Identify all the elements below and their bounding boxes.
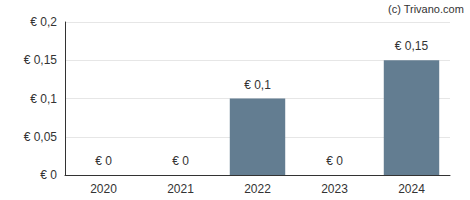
svg-text:€ 0: € 0 <box>172 154 189 168</box>
svg-text:€ 0: € 0 <box>326 154 343 168</box>
svg-text:€ 0,05: € 0,05 <box>24 130 58 144</box>
svg-text:2024: 2024 <box>398 182 425 196</box>
svg-text:2023: 2023 <box>321 182 348 196</box>
svg-text:€ 0,1: € 0,1 <box>30 92 57 106</box>
svg-text:2021: 2021 <box>167 182 194 196</box>
svg-text:(c) Trivano.com: (c) Trivano.com <box>388 3 464 15</box>
svg-text:€ 0,15: € 0,15 <box>24 53 58 67</box>
svg-text:2022: 2022 <box>244 182 271 196</box>
svg-text:€ 0,2: € 0,2 <box>30 15 57 29</box>
svg-text:€ 0,15: € 0,15 <box>395 39 429 53</box>
svg-text:€ 0,1: € 0,1 <box>244 78 271 92</box>
svg-text:€ 0: € 0 <box>95 154 112 168</box>
svg-text:2020: 2020 <box>90 182 117 196</box>
svg-text:€ 0: € 0 <box>40 168 57 182</box>
